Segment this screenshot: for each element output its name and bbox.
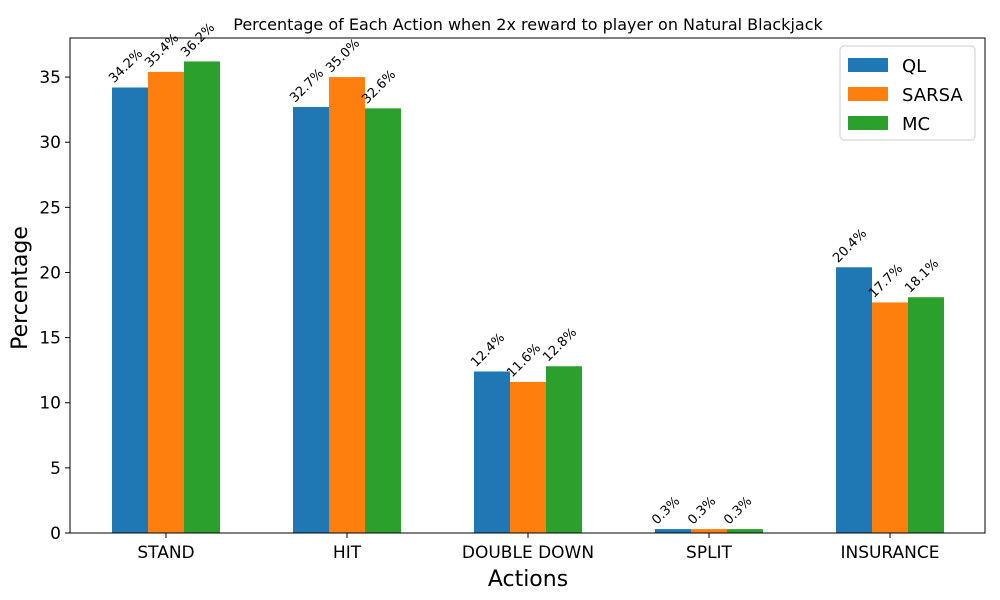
bar-sarsa-split [691, 529, 727, 533]
bar-mc-stand [184, 61, 220, 534]
x-tick-label: DOUBLE DOWN [462, 543, 594, 563]
plot-area: 34.2% 32.7% 12.4% 0.3% 20.4% 35.4% 35.0% 11.6% 0… [39, 20, 986, 563]
bar-value-label: 32.6% [359, 67, 399, 107]
x-tick-label: HIT [333, 543, 362, 563]
bar-value-label: 17.7% [866, 261, 906, 301]
bar-sarsa-insurance [872, 302, 908, 533]
y-tick-label: 30 [39, 133, 61, 153]
bar-value-label: 35.4% [142, 31, 182, 71]
y-tick-label: 5 [50, 459, 61, 479]
x-tick-label: INSURANCE [840, 543, 939, 563]
legend-swatch-sarsa [848, 87, 888, 101]
legend-label-mc: MC [902, 114, 930, 135]
y-tick-label: 0 [50, 524, 61, 544]
bar-mc-hit [365, 108, 401, 533]
bar-value-label: 32.7% [287, 66, 327, 106]
bar-value-label: 12.4% [468, 330, 508, 370]
x-axis-label: Actions [488, 567, 568, 592]
bar-value-label: 12.8% [540, 325, 580, 365]
legend-label-ql: QL [902, 56, 926, 77]
bar-value-label: 35.0% [323, 36, 363, 76]
bar-mc-insurance [908, 297, 944, 533]
bar-value-label: 36.2% [178, 20, 218, 60]
bar-ql-insurance [836, 267, 872, 533]
bar-value-label: 0.3% [721, 494, 755, 528]
chart-title: Percentage of Each Action when 2x reward… [233, 15, 823, 34]
bar-value-label: 20.4% [830, 226, 870, 266]
legend-swatch-ql [848, 58, 888, 72]
bar-value-label: 0.3% [649, 494, 683, 528]
y-tick-label: 25 [39, 198, 61, 218]
legend: QL SARSA MC [839, 45, 976, 141]
bar-ql-stand [112, 87, 148, 533]
bar-value-label: 34.2% [106, 47, 146, 87]
bar-ql-split [655, 529, 691, 533]
bar-sarsa-double-down [510, 381, 546, 533]
bar-value-label: 0.3% [685, 494, 719, 528]
legend-label-sarsa: SARSA [902, 85, 963, 106]
x-tick-label: STAND [137, 543, 194, 563]
bar-value-label: 18.1% [902, 256, 942, 296]
legend-swatch-mc [848, 116, 888, 130]
x-tick-label: SPLIT [686, 543, 733, 563]
y-tick-label: 35 [39, 68, 61, 88]
y-axis-label: Percentage [8, 226, 33, 350]
bar-value-label: 11.6% [504, 341, 544, 381]
bar-mc-double-down [546, 366, 582, 533]
bar-sarsa-hit [329, 77, 365, 533]
bar-mc-split [727, 529, 763, 533]
y-tick-label: 10 [39, 394, 61, 414]
bar-sarsa-stand [148, 71, 184, 534]
y-tick-label: 15 [39, 329, 61, 349]
bar-ql-double-down [474, 371, 510, 533]
y-tick-label: 20 [39, 263, 61, 283]
bar-ql-hit [293, 107, 329, 533]
